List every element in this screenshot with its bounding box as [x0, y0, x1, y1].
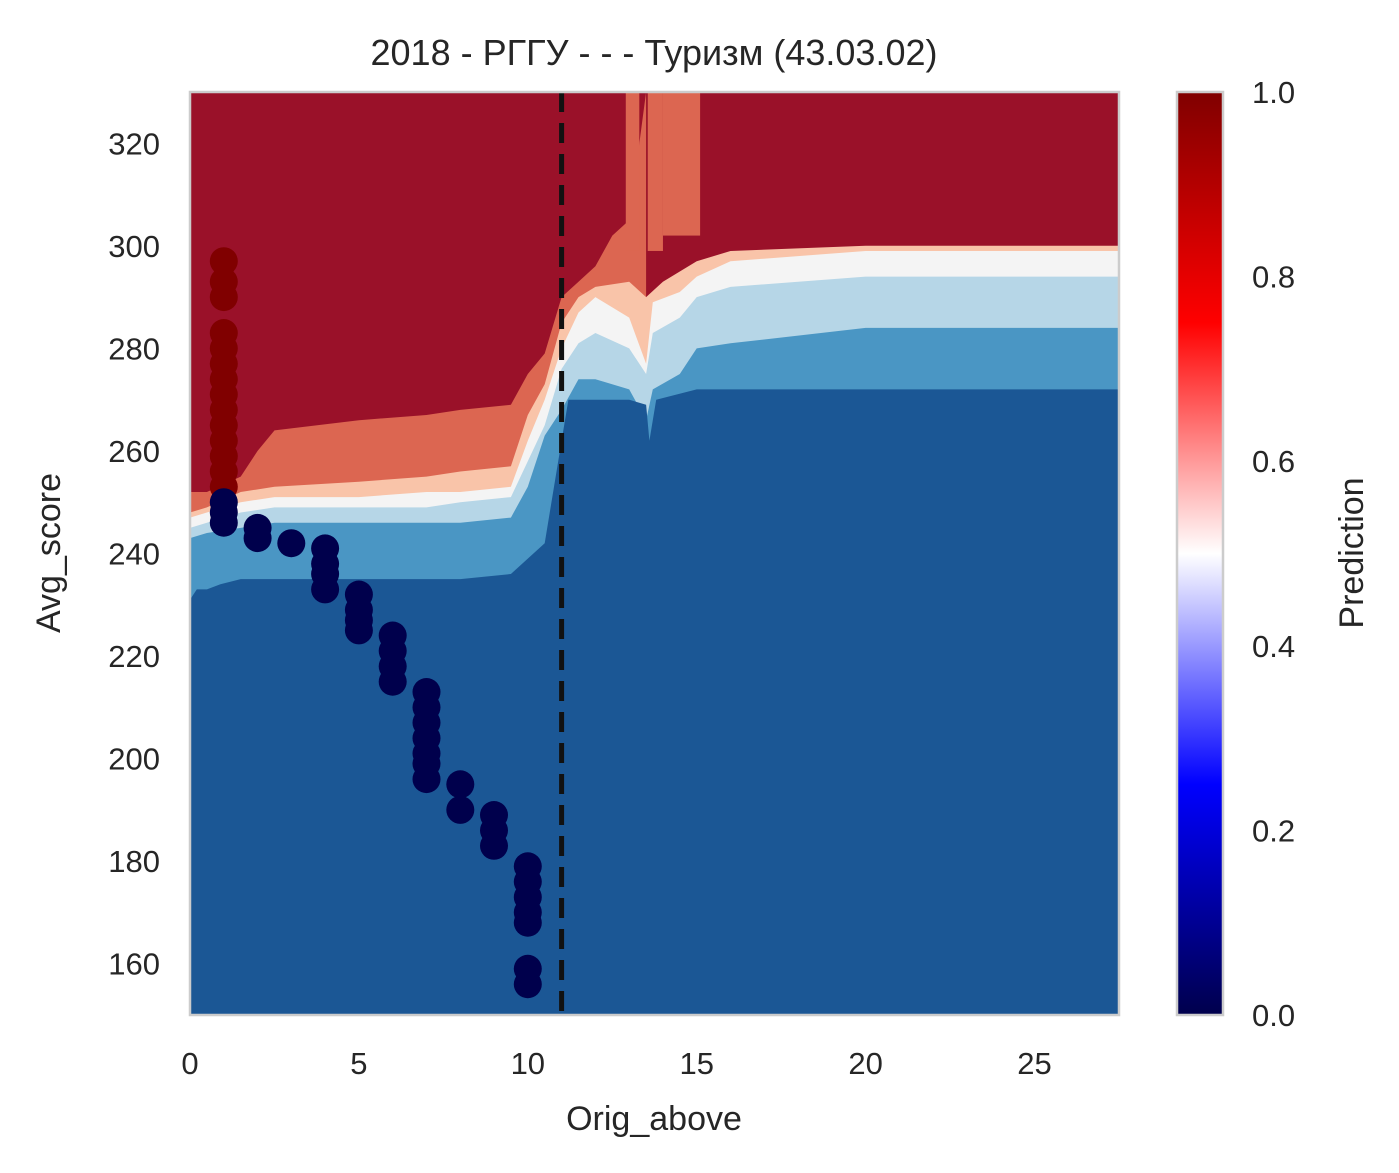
y-axis-ticks: 160 180 200 220 240 260 280 300 320 [108, 126, 160, 981]
plot-area [188, 90, 1121, 1017]
scatter-point [243, 524, 272, 553]
plot-frame [188, 90, 1121, 1017]
scatter-point [209, 508, 238, 537]
y-tick-label: 320 [108, 126, 160, 161]
scatter-point [311, 575, 340, 604]
contour-patch-1 [647, 92, 663, 251]
colorbar-tick-label: 0.8 [1252, 260, 1295, 295]
x-tick-label: 10 [511, 1046, 545, 1081]
scatter-point [513, 970, 542, 999]
colorbar-tick-label: 1.0 [1252, 75, 1295, 110]
colorbar-tick-label: 0.4 [1252, 629, 1295, 664]
y-axis-label: Avg_score [30, 473, 68, 633]
x-tick-label: 15 [679, 1046, 713, 1081]
colorbar-ticks: 0.0 0.2 0.4 0.6 0.8 1.0 [1252, 75, 1295, 1033]
contour-patch-0 [625, 92, 640, 251]
colorbar-tick-label: 0.0 [1252, 998, 1295, 1033]
colorbar-label: Prediction [1333, 477, 1371, 628]
y-tick-label: 260 [108, 434, 160, 469]
x-tick-label: 5 [350, 1046, 367, 1081]
colorbar-tick-label: 0.2 [1252, 813, 1295, 848]
scatter-point [480, 831, 508, 860]
scatter-points [209, 247, 542, 999]
contour-fills [190, 92, 1119, 1015]
scatter-point [513, 908, 542, 937]
x-axis-ticks: 0 5 10 15 20 25 [181, 1046, 1051, 1081]
colorbar-gradient [1175, 90, 1225, 1017]
y-tick-label: 240 [108, 537, 160, 572]
x-tick-label: 25 [1017, 1046, 1051, 1081]
colorbar: 0.0 0.2 0.4 0.6 0.8 1.0 Prediction [1175, 75, 1371, 1033]
x-axis-label: Orig_above [566, 1100, 742, 1138]
contour-patch-2 [662, 92, 701, 236]
scatter-point [378, 667, 407, 696]
scatter-point [344, 616, 373, 645]
chart-title: 2018 - РГГУ - - - Туризм (43.03.02) [371, 32, 938, 73]
y-tick-label: 280 [108, 331, 160, 366]
x-tick-label: 0 [181, 1046, 198, 1081]
y-tick-label: 180 [108, 844, 160, 879]
scatter-point [412, 765, 441, 794]
y-tick-label: 220 [108, 639, 160, 674]
scatter-point [446, 770, 475, 799]
scatter-point [209, 283, 238, 312]
scatter-point [446, 795, 475, 824]
y-tick-label: 160 [108, 947, 160, 982]
x-tick-label: 20 [848, 1046, 882, 1081]
y-tick-label: 300 [108, 229, 160, 264]
colorbar-tick-label: 0.6 [1252, 444, 1295, 479]
y-tick-label: 200 [108, 742, 160, 777]
scatter-point [277, 529, 306, 558]
scatter-point [209, 247, 238, 276]
contour-band-0.0-0.125 [190, 389, 1119, 1015]
